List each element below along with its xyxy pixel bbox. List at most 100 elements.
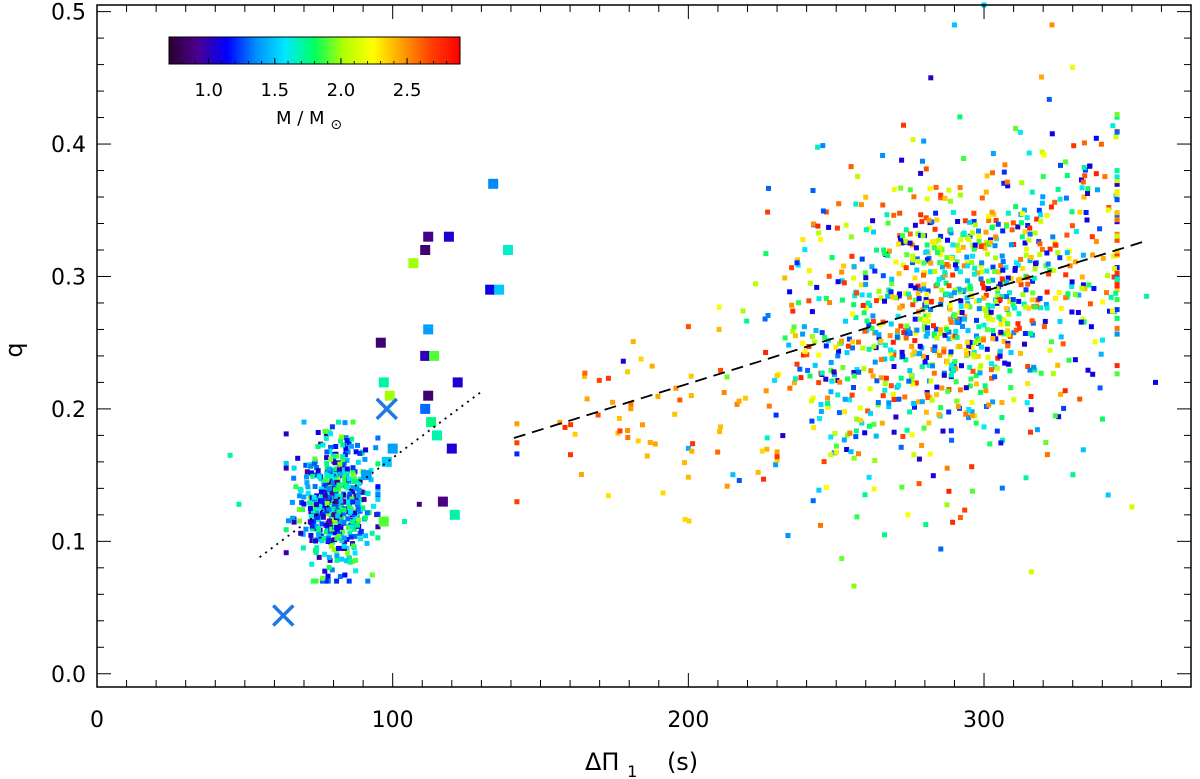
data-point [1041,152,1047,158]
data-point [297,486,303,492]
data-point [972,242,978,248]
data-point [934,350,940,355]
data-point [944,262,950,267]
data-point [339,515,345,521]
data-point [346,494,352,500]
data-point [946,488,952,494]
data-point [966,237,972,243]
data-point [1015,277,1021,283]
data-point [952,22,957,28]
data-point [907,240,913,246]
data-point [904,252,910,258]
data-point [948,230,954,236]
data-point [1084,217,1090,223]
data-point [357,476,363,482]
data-point [1087,301,1093,307]
data-point [975,353,981,359]
data-point [301,494,307,500]
data-point [1025,381,1031,387]
data-point [954,319,960,325]
data-point [925,392,930,398]
data-point [812,362,818,368]
data-point [912,222,918,228]
large-data-point [381,456,392,467]
data-point [963,411,969,417]
data-point [828,389,834,395]
data-point [865,300,871,306]
data-point [330,495,336,501]
data-point [910,302,916,308]
y-tick-label: 0.2 [51,398,86,423]
data-point [993,234,999,240]
data-point [328,444,334,450]
data-point [954,259,960,265]
data-point [316,474,322,480]
data-point [326,565,332,571]
x-axis-title: ΔΠ 1 (s) [585,748,698,779]
data-point [582,370,588,376]
data-point [947,302,953,308]
data-point [795,257,800,263]
data-point [1004,321,1010,327]
data-point [1067,263,1073,269]
data-point [851,583,857,589]
data-point [990,336,996,341]
x-axis-title-main: ΔΠ [585,748,619,776]
data-point [823,343,829,349]
data-point [1002,162,1008,168]
data-point [962,507,968,513]
data-point [927,186,933,192]
data-point [375,524,381,530]
data-point [1075,310,1081,315]
data-point [863,227,869,233]
data-point [339,503,344,509]
data-point [904,427,910,433]
data-point [734,401,740,407]
data-point [958,303,964,309]
data-point [928,260,934,266]
data-point [902,394,908,400]
data-point [1050,371,1056,376]
data-point [949,372,954,378]
data-point [815,223,821,229]
data-point [341,492,347,498]
data-point [1109,308,1115,314]
data-point [1114,237,1120,243]
data-point [336,545,341,551]
data-point [931,370,937,376]
data-point [833,443,839,449]
data-point [952,359,958,365]
data-point [883,375,889,381]
data-point [978,363,984,369]
data-point [825,395,831,401]
data-point [863,275,869,281]
data-point [960,324,965,329]
data-point [1052,242,1058,248]
data-point [930,473,936,479]
data-point [352,510,358,516]
data-point [1028,255,1034,260]
data-point [895,328,901,334]
data-point [333,499,339,504]
data-point [568,452,573,458]
data-point [959,363,964,369]
data-point [882,532,887,538]
data-point [921,260,927,266]
data-point [1108,294,1114,300]
data-point [874,298,879,304]
data-point [891,429,897,435]
data-point [1089,234,1095,240]
data-point [1005,275,1011,281]
data-point [1034,427,1040,433]
data-point [332,487,338,493]
data-point [1032,304,1038,310]
data-point [321,535,327,541]
large-data-point [378,377,389,388]
data-point [910,260,915,266]
data-point [915,231,921,237]
data-point [958,298,964,304]
data-point [794,361,800,367]
data-point [911,349,917,355]
data-point [912,338,918,344]
data-point [338,438,343,444]
